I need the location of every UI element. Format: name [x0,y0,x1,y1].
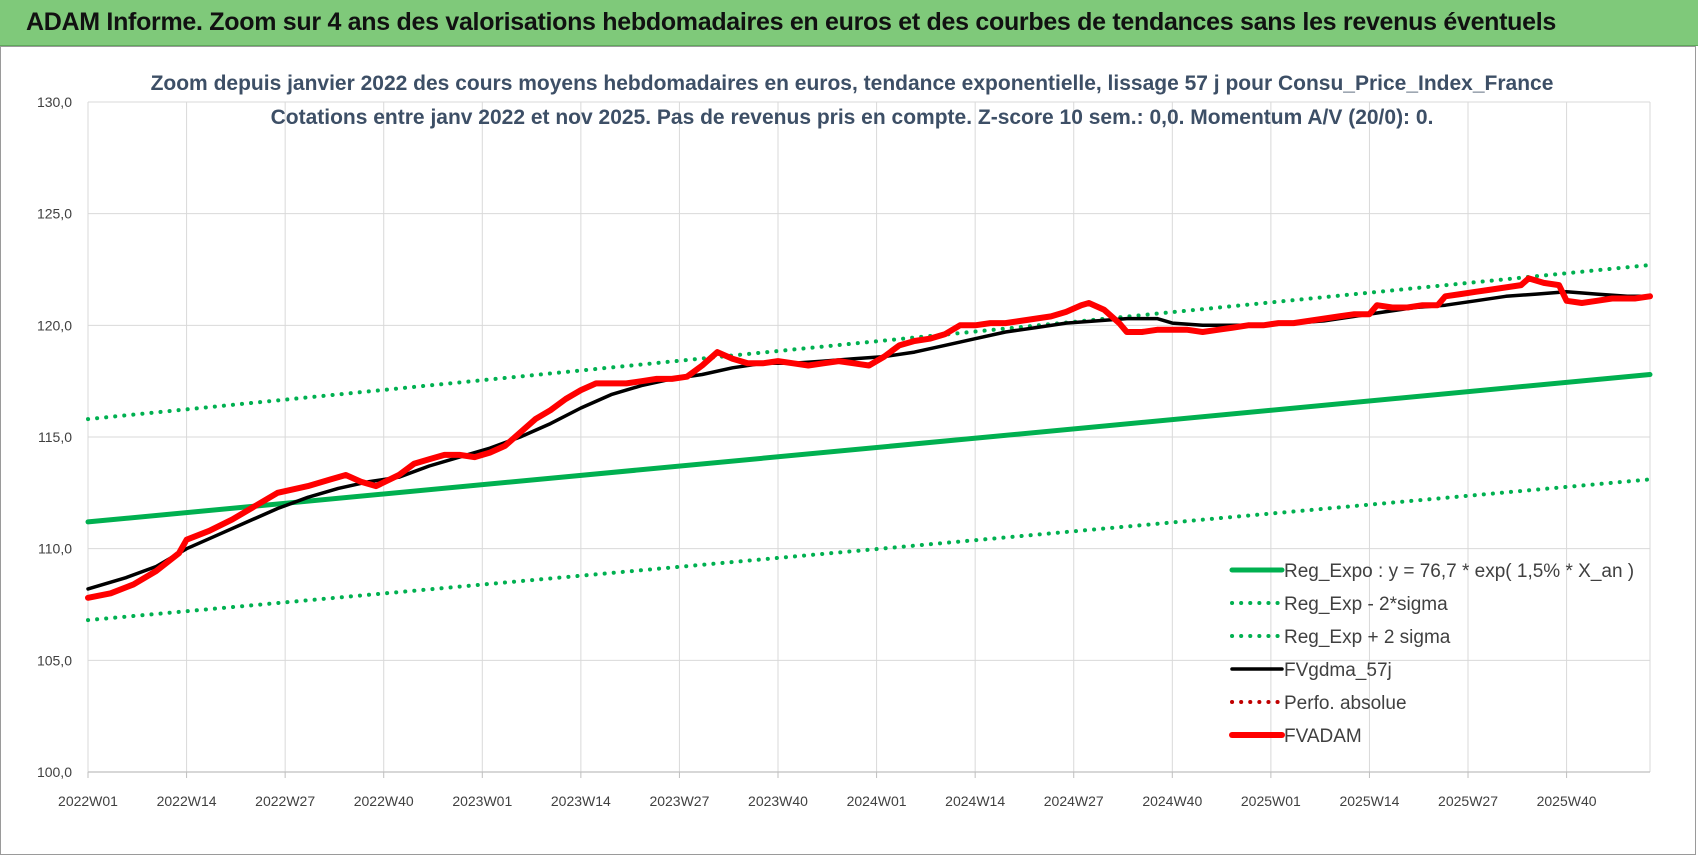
legend-label: Perfo. absolue [1284,693,1407,714]
x-axis-ticks: 2022W01 2022W14 2022W27 2022W40 2023W01 2023W… [58,793,1597,809]
report-banner: ADAM Informe. Zoom sur 4 ans des valoris… [0,0,1698,46]
x-tick-label: 2024W14 [945,793,1005,809]
y-tick-label: 105,0 [37,652,72,668]
y-tick-label: 100,0 [37,764,72,780]
chart-title: Zoom depuis janvier 2022 des cours moyen… [151,72,1554,95]
legend-label: Reg_Exp + 2 sigma [1284,627,1451,648]
x-tick-label: 2025W27 [1438,793,1498,809]
x-tick-label: 2022W27 [255,793,315,809]
legend-label: Reg_Expo : y = 76,7 * exp( 1,5% * X_an ) [1284,561,1634,582]
chart-subtitle: Cotations entre janv 2022 et nov 2025. P… [271,106,1434,129]
x-tick-label: 2025W40 [1537,793,1597,809]
legend-label: Reg_Exp - 2*sigma [1284,594,1448,615]
legend: Reg_Expo : y = 76,7 * exp( 1,5% * X_an )… [1229,561,1634,747]
report-title: ADAM Informe. Zoom sur 4 ans des valoris… [26,8,1556,36]
x-tick-label: 2022W14 [157,793,217,809]
x-tick-label: 2023W14 [551,793,611,809]
legend-label: FVADAM [1284,726,1362,747]
x-tick-label: 2025W14 [1339,793,1399,809]
x-tick-label: 2022W01 [58,793,118,809]
series-line-1 [86,477,1652,623]
series-line-3 [86,290,1652,591]
y-tick-label: 130,0 [37,94,72,110]
x-tick-label: 2025W01 [1241,793,1301,809]
x-tick-label: 2024W40 [1142,793,1202,809]
x-tick-label: 2024W01 [847,793,907,809]
x-tick-label: 2022W40 [354,793,414,809]
y-tick-label: 115,0 [38,429,72,445]
chart-frame [0,46,1696,855]
series-layer [85,263,1653,623]
x-tick-label: 2023W01 [452,793,512,809]
series-line-0 [85,372,1653,525]
y-tick-label: 120,0 [37,317,72,333]
series-line-5 [85,275,1653,601]
y-tick-label: 125,0 [37,206,72,222]
x-tick-label: 2023W27 [649,793,709,809]
x-tick-label: 2023W40 [748,793,808,809]
y-axis-ticks: 100,0 105,0 110,0 115,0 120,0 125,0 130,0 [37,94,72,780]
x-tick-label: 2024W27 [1044,793,1104,809]
grid [87,101,1651,778]
y-tick-label: 110,0 [38,541,72,557]
legend-label: FVgdma_57j [1284,660,1392,681]
